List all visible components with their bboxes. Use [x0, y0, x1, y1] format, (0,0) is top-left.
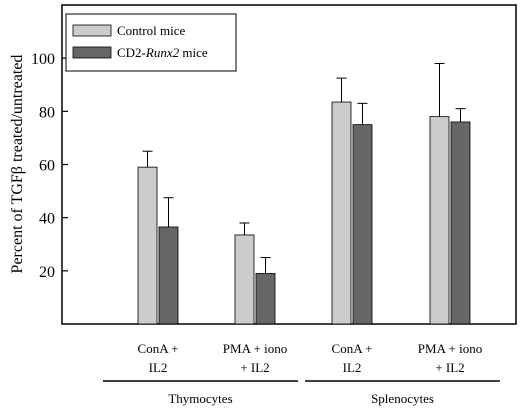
legend-text-part: Control mice: [117, 23, 185, 38]
category-label-3-line1: ConA +: [332, 341, 373, 356]
category-label-4-line2: + IL2: [435, 360, 464, 375]
category-label-3-line2: IL2: [343, 360, 362, 375]
bar-control-mice-2: [234, 234, 255, 325]
bar-cd2-runx2-mice-4: [450, 121, 471, 325]
category-label-2-line2: + IL2: [240, 360, 269, 375]
error-bars: [142, 62, 466, 274]
legend: Control mice CD2-Runx2 mice: [65, 13, 237, 72]
legend-text-part: Runx2: [145, 45, 180, 60]
category-label-2-line1: PMA + iono: [223, 341, 287, 356]
legend-swatch-control: [72, 24, 112, 37]
group-labels: Thymocytes Splenocytes: [103, 380, 500, 406]
bar-control-mice-1: [137, 166, 158, 325]
bar-cd2-runx2-mice-1: [158, 226, 179, 325]
y-tick-label-20: 20: [39, 264, 55, 281]
legend-label-control: Control mice: [117, 23, 185, 38]
group-label-thymocytes: Thymocytes: [168, 391, 232, 406]
y-axis: 20 40 60 80 100: [31, 51, 68, 281]
legend-label-cd2-runx2: CD2-Runx2 mice: [117, 45, 208, 60]
bar-control-mice-3: [331, 101, 352, 325]
bar-control-mice-4: [429, 116, 450, 325]
legend-text-part: CD2-: [117, 45, 146, 60]
y-tick-label-80: 80: [39, 104, 55, 121]
y-tick-label-100: 100: [31, 51, 55, 68]
group-label-splenocytes: Splenocytes: [371, 391, 434, 406]
category-label-1-line2: IL2: [149, 360, 168, 375]
y-tick-label-40: 40: [39, 211, 55, 228]
y-axis-label: Percent of TGFβ treated/untreated: [9, 55, 26, 274]
x-axis-labels: ConA + IL2 PMA + iono + IL2 ConA + IL2 PMA + i…: [138, 341, 483, 375]
y-tick-label-60: 60: [39, 158, 55, 175]
bars: [137, 101, 471, 325]
legend-text-part: mice: [179, 45, 208, 60]
legend-box: [65, 13, 237, 72]
category-label-1-line1: ConA +: [138, 341, 179, 356]
bar-cd2-runx2-mice-2: [255, 273, 276, 325]
legend-swatch-cd2-runx2: [72, 46, 112, 59]
category-label-4-line1: PMA + iono: [418, 341, 482, 356]
bar-cd2-runx2-mice-3: [352, 124, 373, 325]
